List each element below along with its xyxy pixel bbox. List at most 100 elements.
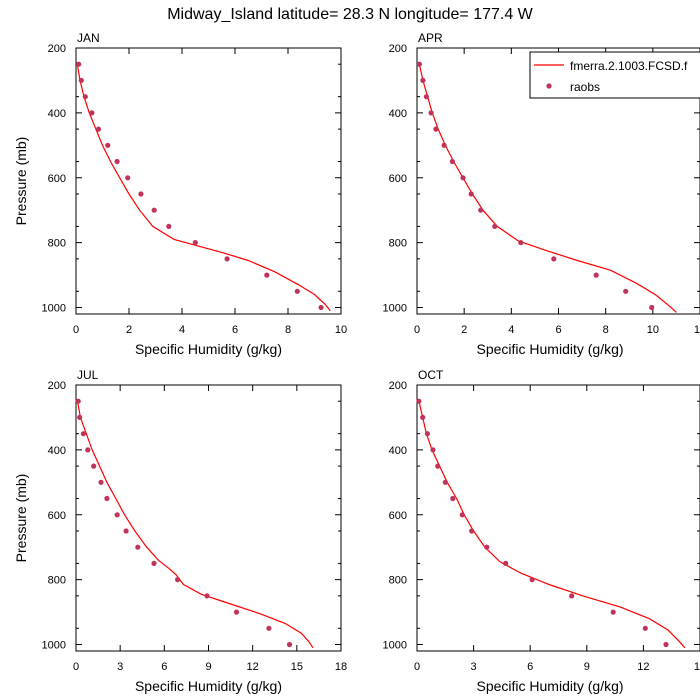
y-tick-label: 200: [389, 43, 407, 55]
data-point-raobs: [428, 110, 434, 116]
x-tick-label: 2: [126, 324, 132, 336]
data-point-raobs: [441, 142, 447, 148]
chart-panel-jan: 200 400 600 800 1000 0 2 4 6 8 10 JAN Specific Humid…: [13, 31, 347, 357]
x-tick-label: 12: [247, 661, 259, 673]
x-tick-label: 0: [73, 324, 79, 336]
data-point-raobs: [78, 77, 84, 83]
x-axis-label: Specific Humidity (g/kg): [476, 341, 623, 357]
y-tick-label: 400: [48, 108, 66, 120]
x-tick-label: 4: [179, 324, 185, 336]
x-tick-label: 15: [694, 661, 700, 673]
data-point-raobs: [82, 94, 88, 100]
data-point-raobs: [450, 495, 456, 502]
x-tick-label: 6: [232, 324, 238, 336]
data-point-raobs: [430, 447, 436, 453]
panel-title: JUL: [77, 368, 99, 382]
data-point-raobs: [623, 288, 629, 294]
data-point-raobs: [649, 304, 655, 311]
data-point-raobs: [416, 61, 422, 67]
data-point-raobs: [423, 94, 429, 100]
data-point-raobs: [266, 625, 272, 631]
data-point-raobs: [318, 304, 324, 311]
x-tick-label: 9: [205, 661, 211, 673]
plot-frame: [75, 384, 342, 652]
data-point-raobs: [503, 560, 509, 567]
data-point-raobs: [125, 175, 131, 181]
x-tick-label: 10: [647, 324, 659, 336]
legend-label-raobs: raobs: [570, 80, 600, 94]
plot-frame: [416, 384, 700, 652]
series-line-model: [418, 401, 686, 649]
data-point-raobs: [76, 61, 82, 67]
data-point-raobs: [233, 609, 240, 615]
chart-panel-oct: 200 400 600 800 1000 0 3 6 9 12 15 OCT Specific Humi…: [383, 368, 700, 694]
series-line-model: [418, 64, 677, 313]
x-tick-label: 8: [603, 324, 609, 336]
legend-dot-swatch: [546, 83, 552, 89]
data-point-raobs: [569, 593, 575, 599]
x-tick-label: 6: [527, 661, 533, 673]
y-tick-label: 400: [389, 445, 407, 457]
data-point-raobs: [459, 512, 465, 518]
y-axis-label: Pressure (mb): [13, 137, 29, 226]
data-point-raobs: [420, 414, 426, 420]
data-point-raobs: [89, 110, 95, 116]
y-tick-label: 600: [48, 173, 66, 185]
x-tick-label: 0: [414, 324, 420, 336]
data-point-raobs: [294, 288, 300, 294]
data-point-raobs: [442, 479, 448, 485]
data-point-raobs: [610, 609, 616, 615]
x-tick-label: 18: [335, 661, 347, 673]
data-point-raobs: [468, 191, 474, 197]
chart-panel-jul: 200 400 600 800 1000 0 3 6 9 12 15 18 JUL Specific Hu…: [13, 368, 347, 694]
legend-label-model: fmerra.2.1003.FCSD.f: [570, 59, 688, 73]
data-point-raobs: [424, 431, 430, 437]
data-point-raobs: [104, 495, 110, 502]
y-tick-label: 200: [48, 380, 66, 392]
data-point-raobs: [449, 158, 455, 165]
data-point-raobs: [484, 544, 490, 550]
data-point-raobs: [663, 641, 669, 648]
x-tick-label: 8: [285, 324, 291, 336]
data-point-raobs: [138, 191, 144, 197]
x-tick-label: 6: [161, 661, 167, 673]
data-point-raobs: [204, 593, 210, 599]
panel-title: JAN: [77, 31, 100, 45]
data-point-raobs: [478, 207, 484, 213]
y-tick-label: 800: [48, 238, 66, 250]
data-point-raobs: [114, 158, 120, 165]
data-point-raobs: [642, 625, 648, 631]
series-line-model: [76, 64, 331, 312]
data-point-raobs: [77, 414, 83, 420]
figure-title: Midway_Island latitude= 28.3 N longitude…: [167, 6, 533, 23]
y-tick-label: 1000: [383, 640, 407, 652]
x-tick-label: 10: [335, 324, 347, 336]
x-tick-label: 15: [291, 661, 303, 673]
data-point-raobs: [264, 272, 270, 278]
legend: fmerra.2.1003.FCSD.f raobs: [529, 51, 700, 99]
x-tick-label: 3: [117, 661, 123, 673]
y-tick-label: 1000: [383, 303, 407, 315]
data-point-raobs: [91, 463, 97, 469]
y-tick-label: 1000: [42, 640, 66, 652]
y-tick-label: 600: [48, 510, 66, 522]
data-point-raobs: [593, 272, 599, 278]
y-tick-label: 200: [389, 380, 407, 392]
x-tick-label: 12: [637, 661, 649, 673]
x-tick-label: 6: [555, 324, 561, 336]
data-point-raobs: [416, 398, 422, 404]
y-tick-label: 400: [389, 108, 407, 120]
x-tick-label: 3: [471, 661, 477, 673]
data-point-raobs: [80, 431, 86, 437]
x-tick-label: 2: [461, 324, 467, 336]
data-point-raobs: [123, 528, 129, 534]
x-axis-label: Specific Humidity (g/kg): [135, 678, 282, 694]
data-point-raobs: [175, 577, 181, 583]
data-point-raobs: [529, 577, 535, 583]
data-point-raobs: [192, 240, 198, 246]
panel-title: OCT: [418, 368, 444, 382]
data-point-raobs: [151, 560, 157, 567]
panel-title: APR: [418, 31, 443, 45]
data-point-raobs: [135, 544, 141, 550]
